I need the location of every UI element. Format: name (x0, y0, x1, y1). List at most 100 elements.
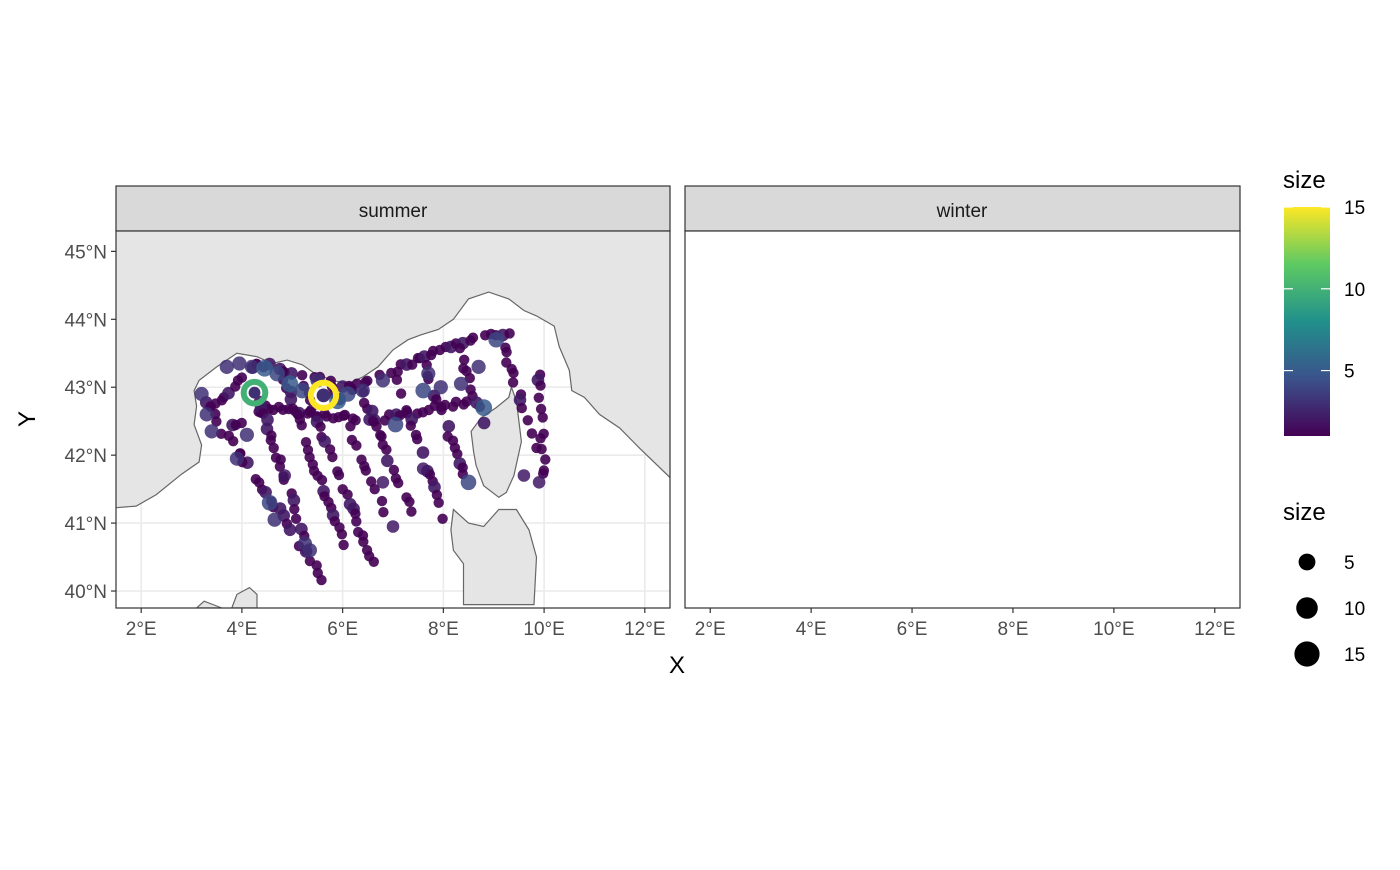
colorbar (1284, 207, 1330, 436)
survey-point (405, 420, 416, 431)
cluster-point (244, 359, 260, 374)
survey-point (327, 451, 338, 463)
cluster-point-core (316, 388, 331, 403)
x-tick-label: 6°E (327, 619, 358, 640)
cluster-point-core (248, 386, 261, 399)
cluster-point (387, 416, 404, 433)
survey-point (351, 440, 362, 451)
cluster-point (421, 366, 436, 381)
size-key-circle (1298, 553, 1316, 571)
size-key-label: 5 (1344, 553, 1355, 574)
survey-point (395, 388, 407, 399)
cluster-point (307, 379, 340, 411)
survey-point (391, 374, 403, 385)
survey-point (467, 332, 479, 343)
survey-point (261, 413, 274, 427)
y-tick-label: 41°N (65, 514, 107, 535)
data-points (194, 328, 551, 586)
survey-point (388, 464, 400, 476)
survey-point (540, 454, 551, 465)
cluster-point (453, 376, 469, 391)
size-legend: size 5 10 15 (1283, 499, 1365, 667)
survey-point (477, 416, 491, 430)
cluster-point (460, 474, 477, 491)
survey-point (350, 508, 361, 519)
survey-point (228, 436, 239, 447)
colorbar-tick-label: 15 (1344, 198, 1365, 219)
size-key-circle (1294, 641, 1320, 667)
cluster-point (240, 378, 269, 407)
survey-point (345, 421, 356, 432)
survey-point (296, 420, 307, 431)
cluster-point (475, 399, 493, 416)
survey-point (381, 444, 392, 455)
land-polygons (116, 231, 670, 608)
color-legend: size 5 10 15 (1283, 167, 1365, 436)
survey-point (236, 417, 247, 429)
survey-point (436, 404, 447, 416)
cluster-point (194, 386, 209, 402)
size-legend-keys: 5 10 15 (1294, 553, 1365, 667)
survey-point (316, 474, 328, 486)
cluster-point (229, 451, 244, 466)
survey-point (535, 380, 546, 391)
cluster-point (433, 380, 448, 395)
cluster-point (199, 407, 214, 422)
panel-frame-winter (684, 230, 1241, 609)
strip-label-winter: winter (936, 201, 988, 222)
survey-point (504, 328, 515, 339)
cluster-point (416, 462, 430, 476)
y-tick-label: 45°N (65, 242, 107, 263)
x-tick-label: 2°E (126, 619, 157, 640)
cluster-point (375, 373, 390, 388)
cluster-point (267, 512, 282, 527)
survey-point (381, 454, 394, 468)
cluster-point (488, 331, 505, 348)
cluster-point (532, 476, 546, 489)
survey-point (535, 433, 546, 444)
cluster-point (232, 356, 247, 371)
survey-point (333, 469, 345, 481)
survey-point (406, 506, 417, 517)
colorbar-tick-label: 10 (1344, 280, 1365, 301)
survey-point (442, 420, 456, 433)
cluster-point (386, 520, 400, 533)
cluster-point (239, 427, 254, 442)
strip-winter (684, 185, 1241, 232)
colorbar-tick-label: 5 (1344, 362, 1355, 383)
survey-point (284, 393, 298, 406)
survey-point (336, 529, 348, 540)
cluster-point (376, 476, 390, 489)
survey-point (431, 394, 442, 405)
y-axis-title: Y (14, 411, 41, 427)
x-tick-label: 12°E (1194, 619, 1235, 640)
x-tick-label: 8°E (428, 619, 459, 640)
x-tick-label: 4°E (226, 619, 257, 640)
survey-point (274, 461, 286, 472)
survey-point (535, 403, 547, 415)
x-axis-title: X (669, 652, 685, 679)
survey-point (371, 421, 382, 432)
survey-point (507, 377, 519, 388)
land-polygon (116, 231, 670, 509)
survey-point (339, 409, 351, 421)
survey-point (501, 346, 512, 358)
survey-point (513, 393, 527, 407)
x-tick-label: 2°E (695, 619, 726, 640)
survey-point (289, 504, 300, 515)
survey-point (536, 443, 547, 455)
strip-label-summer: summer (359, 201, 428, 222)
survey-point (516, 402, 527, 414)
survey-point (378, 507, 389, 518)
survey-point (297, 370, 308, 381)
survey-point (360, 465, 371, 476)
survey-point (533, 392, 544, 403)
survey-point (211, 416, 222, 427)
strip-summer (115, 185, 671, 232)
survey-point (351, 516, 362, 527)
cluster-point (256, 359, 273, 377)
survey-point (452, 448, 463, 460)
sea-background (685, 231, 1240, 608)
x-tick-label: 4°E (796, 619, 827, 640)
